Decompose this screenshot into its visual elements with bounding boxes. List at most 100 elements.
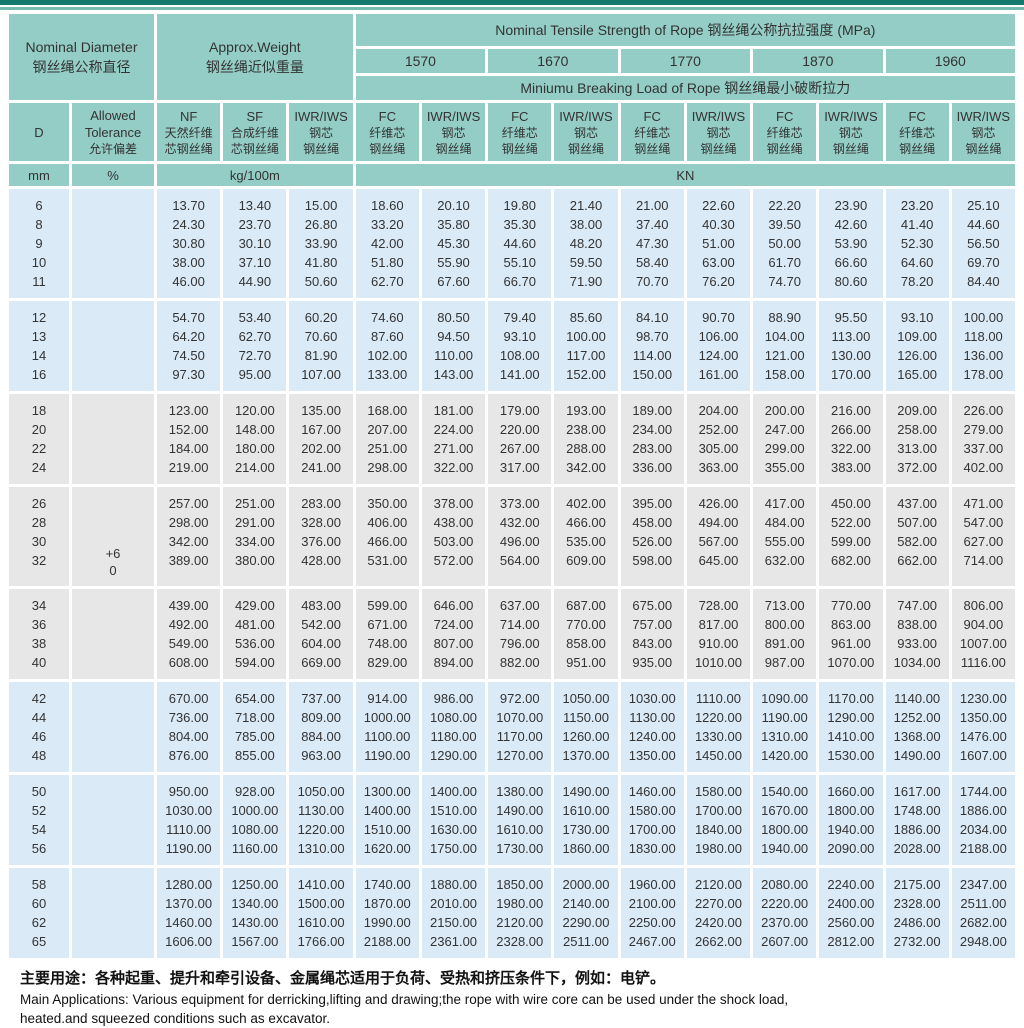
cell-value: 94.50	[437, 329, 470, 344]
cell-value: 81.90	[304, 348, 338, 363]
cell-value	[72, 689, 154, 708]
cell-value: 951.00	[566, 655, 606, 670]
colhead-iwr-1570: IWR/IWS 钢芯 钢丝绳	[421, 103, 486, 161]
cell-value: 26	[31, 496, 47, 511]
top-border-dark	[0, 0, 1024, 5]
diameter-cell: 26 28 30 32	[9, 487, 69, 586]
value-cell: 713.00 800.00 891.00 987.00	[753, 589, 817, 679]
cell-value	[72, 420, 154, 439]
value-cell: 395.00 458.00 526.00 598.00	[620, 487, 684, 586]
value-cell: 226.00 279.00 337.00 402.00	[951, 394, 1015, 484]
value-cell: 378.00 438.00 503.00 572.00	[421, 487, 486, 586]
cell-value: 2150.00	[430, 915, 478, 930]
cell-value: 1150.00	[562, 710, 609, 725]
value-cell: 747.00 838.00 933.00 1034.00	[885, 589, 949, 679]
value-cell: 283.00 328.00 376.00 428.00	[289, 487, 353, 586]
cell-value: 1850.00	[496, 877, 544, 892]
cell-value	[72, 596, 154, 615]
cell-value: 1500.00	[297, 896, 345, 911]
cell-value	[72, 615, 154, 634]
cell-value: 102.00	[367, 348, 408, 363]
cell-value: 12	[31, 310, 47, 325]
cell-value: 53.40	[238, 310, 272, 325]
cell-value: 503.00	[433, 534, 474, 549]
cell-value: 372.00	[897, 460, 938, 475]
cell-value: 1130.00	[298, 803, 345, 818]
cell-value: 33.90	[304, 236, 338, 251]
cell-value: 2250.00	[628, 915, 676, 930]
cell-value: 322.00	[831, 441, 871, 456]
diameter-cell: 18 20 22 24	[9, 394, 69, 484]
cell-value: 78.20	[900, 274, 934, 289]
cell-value: 728.00	[698, 598, 739, 613]
cell-value: 38	[31, 636, 47, 651]
colhead-diameter-label: D	[34, 124, 44, 140]
cell-value: 30	[31, 534, 47, 549]
value-cell: 737.00 809.00 884.00 963.00	[289, 682, 353, 772]
cell-value: 22.60	[702, 198, 735, 213]
cell-value: 1010.00	[694, 655, 742, 670]
cell-value: 564.00	[499, 553, 540, 568]
colhead-fc-1770: FC 纤维芯 钢丝绳	[620, 103, 684, 161]
cell-value: 62.70	[371, 274, 404, 289]
cell-value: 350.00	[367, 496, 408, 511]
cell-value: 342.00	[566, 460, 606, 475]
cell-value: 170.00	[831, 367, 871, 382]
cell-value: 104.00	[764, 329, 805, 344]
value-cell: 1960.00 2100.00 2250.00 2467.00	[620, 868, 684, 958]
cell-value: 258.00	[897, 422, 938, 437]
cell-value: 1800.00	[761, 822, 809, 837]
cell-value: 20.10	[437, 198, 470, 213]
cell-value	[72, 346, 154, 365]
cell-value: 251.00	[367, 441, 408, 456]
cell-value: 189.00	[632, 403, 673, 418]
cell-value: 11	[32, 274, 46, 289]
cell-value: 594.00	[234, 655, 275, 670]
value-cell: 437.00 507.00 582.00 662.00	[885, 487, 949, 586]
cell-value: 44	[31, 710, 47, 725]
cell-value: 35.80	[437, 217, 470, 232]
cell-value: 1766.00	[297, 934, 345, 949]
value-cell: 22.60 40.30 51.00 63.00 76.20	[686, 189, 751, 298]
cell-value: 33.20	[371, 217, 404, 232]
cell-value: 1750.00	[430, 841, 478, 856]
tolerance-cell-empty	[72, 394, 154, 484]
cell-value: 536.00	[234, 636, 275, 651]
value-cell: 1850.00 1980.00 2120.00 2328.00	[488, 868, 552, 958]
cell-value: 492.00	[168, 617, 209, 632]
cell-value: 1220.00	[694, 710, 742, 725]
cell-value: 483.00	[301, 598, 341, 613]
cell-value: 271.00	[433, 441, 474, 456]
header-nominal-diameter-cn: 钢丝绳公称直径	[32, 59, 131, 75]
colhead-fc-1770-line: 纤维芯	[634, 125, 671, 140]
cell-value: 1610.00	[496, 822, 544, 837]
cell-value: 0	[109, 563, 117, 578]
cell-value: 313.00	[897, 441, 938, 456]
cell-value: 40.30	[702, 217, 735, 232]
cell-value: 1050.00	[562, 691, 610, 706]
cell-value: 109.00	[897, 329, 938, 344]
cell-value: 2662.00	[694, 934, 742, 949]
tolerance-cell-empty	[72, 189, 154, 298]
value-cell: 654.00 718.00 785.00 855.00	[223, 682, 287, 772]
top-border-light	[0, 7, 1024, 10]
cell-value: 16	[31, 367, 47, 382]
cell-value: 2607.00	[761, 934, 809, 949]
cell-value: 1290.00	[827, 710, 875, 725]
diameter-cell: 50 52 54 56	[9, 775, 69, 865]
value-cell: 426.00 494.00 567.00 645.00	[686, 487, 751, 586]
cell-value: 1490.00	[562, 784, 610, 799]
cell-value	[72, 653, 154, 672]
cell-value: 126.00	[897, 348, 938, 363]
cell-value: 1070.00	[496, 710, 544, 725]
cell-value: 555.00	[764, 534, 805, 549]
diameter-cell: 34 36 38 40	[9, 589, 69, 679]
cell-value: 1300.00	[363, 784, 411, 799]
cell-value: 1886.00	[893, 822, 941, 837]
cell-value: 2090.00	[827, 841, 875, 856]
colhead-iwr-1770-line: 钢丝绳	[700, 141, 737, 156]
cell-value: 24.30	[172, 217, 205, 232]
cell-value: 22	[31, 441, 47, 456]
cell-value: 23.70	[238, 217, 272, 232]
cell-value: 2682.00	[959, 915, 1007, 930]
